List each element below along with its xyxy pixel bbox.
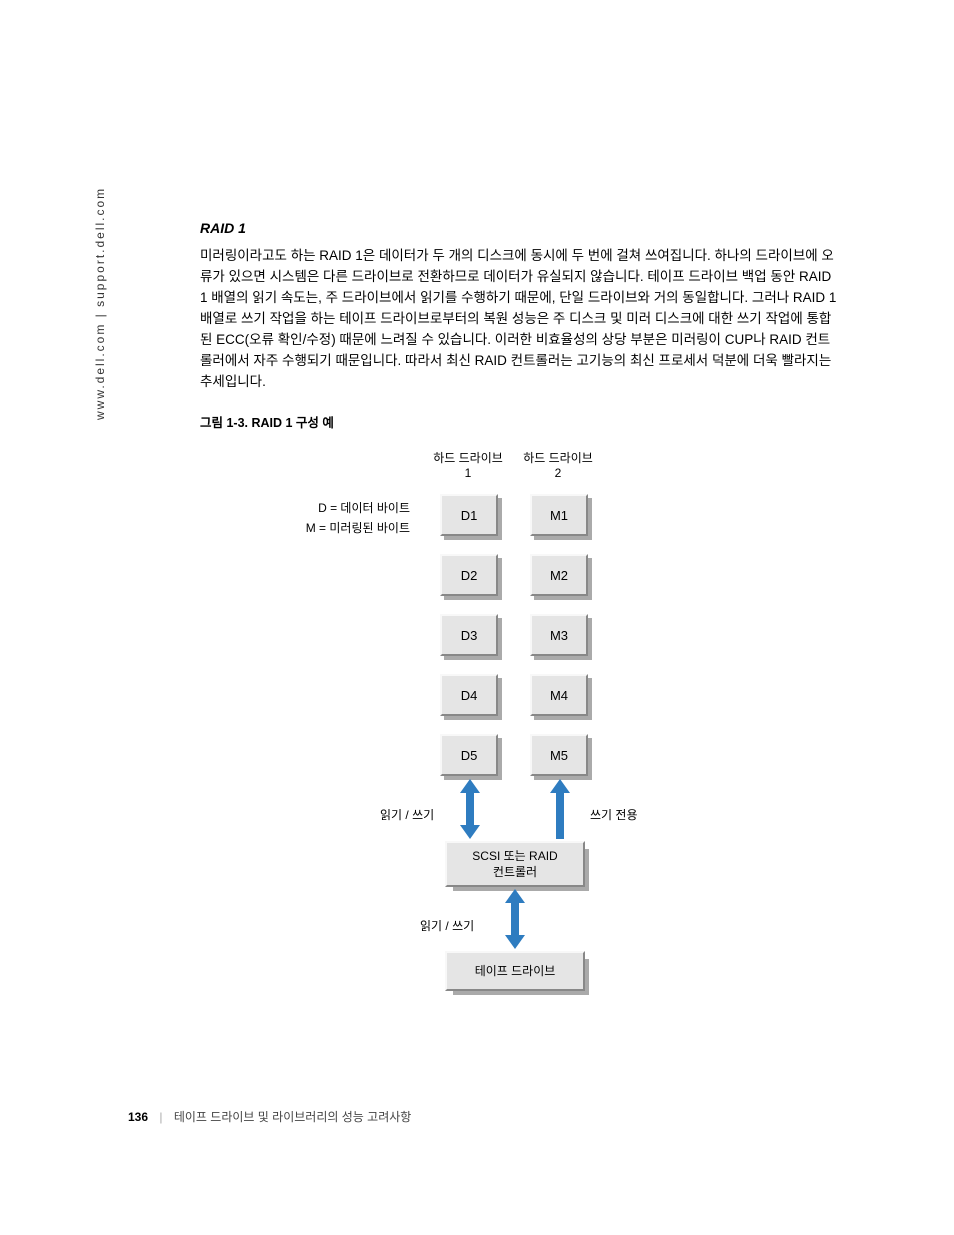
- block-m3: M3: [530, 614, 588, 656]
- block-d3: D3: [440, 614, 498, 656]
- page-footer: 136 | 테이프 드라이브 및 라이브러리의 성능 고려사항: [128, 1108, 411, 1125]
- controller-block: SCSI 또는 RAID 컨트롤러: [445, 841, 585, 887]
- block-m5: M5: [530, 734, 588, 776]
- block-m2: M2: [530, 554, 588, 596]
- body-paragraph: 미러링이라고도 하는 RAID 1은 데이터가 두 개의 디스크에 동시에 두 …: [200, 246, 840, 392]
- footer-section: 테이프 드라이브 및 라이브러리의 성능 고려사항: [174, 1110, 411, 1124]
- drive2-header: 하드 드라이브 2: [523, 449, 593, 480]
- block-d2: D2: [440, 554, 498, 596]
- label-writeonly: 쓰기 전용: [590, 806, 638, 823]
- block-d1: D1: [440, 494, 498, 536]
- page-content: RAID 1 미러링이라고도 하는 RAID 1은 데이터가 두 개의 디스크에…: [200, 220, 840, 1089]
- raid1-diagram: 하드 드라이브 1 하드 드라이브 2 D = 데이터 바이트 M = 미러링된…: [200, 449, 840, 1089]
- drive1-header: 하드 드라이브 1: [433, 449, 503, 480]
- figure-caption: 그림 1-3. RAID 1 구성 예: [200, 412, 840, 431]
- arrow-up-right: [545, 779, 575, 839]
- label-readwrite-mid: 읽기 / 쓰기: [420, 917, 474, 934]
- section-heading: RAID 1: [200, 220, 840, 236]
- legend-m: M = 미러링된 바이트: [250, 519, 410, 536]
- block-d5: D5: [440, 734, 498, 776]
- block-m4: M4: [530, 674, 588, 716]
- footer-divider: |: [159, 1110, 162, 1124]
- legend-d: D = 데이터 바이트: [250, 499, 410, 516]
- arrow-double-mid: [500, 889, 530, 949]
- arrow-double-left: [455, 779, 485, 839]
- block-d4: D4: [440, 674, 498, 716]
- block-m1: M1: [530, 494, 588, 536]
- page-number: 136: [128, 1110, 148, 1124]
- label-readwrite-left: 읽기 / 쓰기: [380, 806, 434, 823]
- tape-drive-block: 테이프 드라이브: [445, 951, 585, 991]
- sidebar-url: www.dell.com | support.dell.com: [93, 187, 107, 420]
